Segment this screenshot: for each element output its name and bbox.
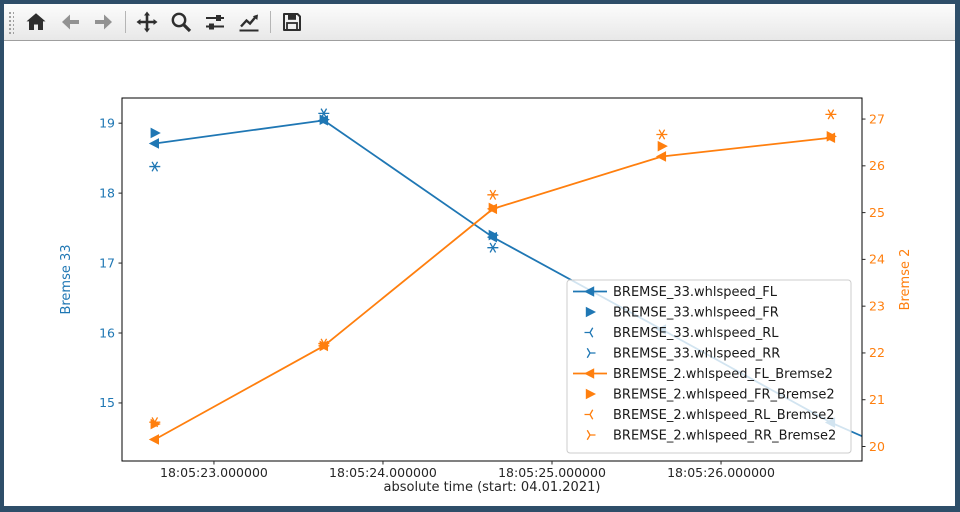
data-marker [585, 388, 596, 400]
toolbar-drag-handle[interactable] [7, 10, 14, 34]
edit-axes-icon [239, 14, 259, 32]
back-button[interactable] [54, 7, 86, 37]
legend-label: BREMSE_2.whlspeed_FL_Bremse2 [613, 367, 833, 382]
data-marker [148, 434, 159, 445]
legend-label: BREMSE_2.whlspeed_RR_Bremse2 [613, 429, 836, 444]
data-marker [149, 417, 159, 428]
data-marker [320, 108, 330, 119]
data-marker [584, 327, 594, 338]
data-marker [658, 129, 668, 140]
data-marker [656, 129, 666, 140]
data-marker [584, 409, 594, 420]
chart-svg[interactable]: 18:05:23.000000 18:05:24.000000 18:05:25.0… [4, 41, 955, 506]
legend-label: BREMSE_33.whlspeed_RR [613, 347, 780, 362]
pan-button[interactable] [131, 7, 163, 37]
data-marker [320, 338, 330, 349]
y-tick-label-right: 23 [869, 298, 885, 313]
y-tick-label-right: 26 [869, 158, 885, 173]
y-tick-label-right: 25 [869, 205, 885, 220]
y-axis-label-right: Bremse 2 [898, 249, 913, 311]
x-tick-label: 18:05:23.000000 [160, 465, 268, 480]
home-icon [26, 13, 46, 30]
data-marker [827, 109, 837, 120]
legend: BREMSE_33.whlspeed_FL BREMSE_33.whlspeed_… [566, 279, 852, 454]
data-marker [148, 138, 159, 149]
y-tick-label-left: 19 [99, 115, 115, 130]
y-tick-label-left: 15 [99, 395, 115, 410]
legend-label: BREMSE_33.whlspeed_RL [613, 326, 779, 341]
configure-subplots-button[interactable] [199, 7, 231, 37]
data-marker [151, 417, 161, 428]
data-marker [826, 131, 837, 142]
data-marker [150, 127, 161, 139]
data-marker [657, 140, 668, 152]
y-tick-label-left: 16 [99, 325, 115, 340]
y-tick-label-right: 24 [869, 252, 885, 267]
data-marker [655, 151, 667, 162]
edit-axes-button[interactable] [233, 7, 265, 37]
save-button[interactable] [276, 7, 308, 37]
data-marker [585, 306, 596, 318]
data-marker [586, 429, 596, 441]
data-marker [488, 202, 499, 214]
zoom-button[interactable] [165, 7, 197, 37]
x-axis-label: absolute time (start: 04.01.2021) [384, 480, 601, 495]
toolbar-separator [125, 11, 126, 33]
forward-arrow-icon [95, 14, 112, 30]
back-arrow-icon [62, 14, 79, 30]
data-marker [488, 229, 499, 241]
legend-label: BREMSE_2.whlspeed_FR_Bremse2 [613, 388, 835, 403]
pan-move-icon [136, 11, 158, 33]
data-marker [584, 368, 595, 379]
data-marker [318, 338, 328, 349]
forward-button[interactable] [88, 7, 120, 37]
toolbar-separator [270, 11, 271, 33]
x-tick-label: 18:05:25.000000 [498, 465, 606, 480]
legend-label: BREMSE_33.whlspeed_FL [613, 285, 778, 300]
y-tick-label-right: 21 [869, 392, 885, 407]
data-marker [487, 189, 497, 200]
x-tick-label: 18:05:24.000000 [329, 465, 437, 480]
home-button[interactable] [20, 7, 52, 37]
y-tick-label-right: 22 [869, 345, 885, 360]
x-tick-label: 18:05:26.000000 [667, 465, 775, 480]
y-tick-label-right: 20 [869, 439, 885, 454]
data-marker [151, 161, 161, 172]
data-marker [318, 108, 328, 119]
data-marker [487, 242, 497, 253]
zoom-magnifier-icon [171, 12, 192, 33]
navigation-toolbar [4, 4, 955, 41]
data-marker [149, 161, 159, 172]
data-marker [489, 189, 499, 200]
data-marker [584, 286, 595, 297]
data-marker [586, 347, 596, 359]
figure-canvas[interactable]: 18:05:23.000000 18:05:24.000000 18:05:25.0… [4, 41, 955, 506]
plot-frame [121, 97, 863, 462]
data-marker [825, 109, 835, 120]
configure-subplots-icon [206, 15, 224, 30]
save-floppy-icon [283, 13, 301, 31]
legend-box [566, 279, 852, 454]
y-tick-label-left: 17 [99, 255, 115, 270]
y-tick-label-left: 18 [99, 185, 115, 200]
legend-label: BREMSE_2.whlspeed_RL_Bremse2 [613, 408, 834, 423]
legend-label: BREMSE_33.whlspeed_FR [613, 306, 779, 321]
y-tick-label-right: 27 [869, 111, 885, 126]
y-axis-label-left: Bremse 33 [59, 244, 74, 314]
data-marker [489, 242, 499, 253]
